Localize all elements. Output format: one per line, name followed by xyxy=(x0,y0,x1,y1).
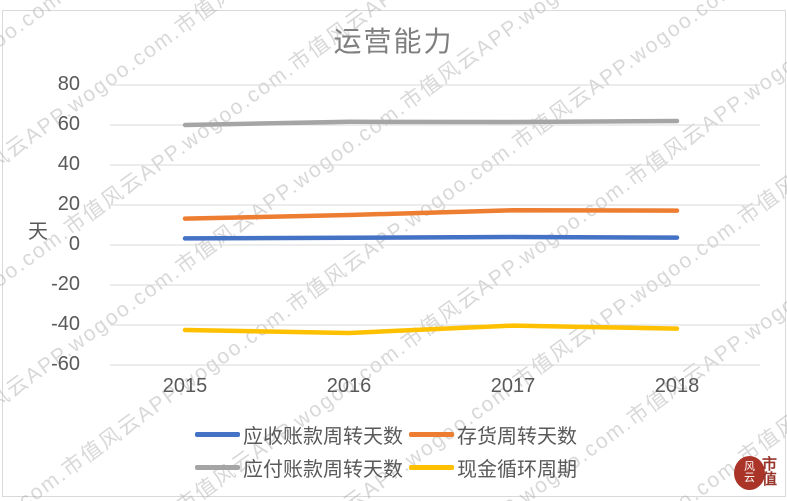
series-line-4 xyxy=(182,323,680,336)
seal-circle-icon: 风 云 xyxy=(734,456,765,490)
y-tick-label: 0 xyxy=(68,233,80,255)
legend-label: 应付账款周转天数 xyxy=(243,459,403,481)
brand-seal-logo: 风 云 市 值 xyxy=(734,456,777,490)
y-tick-label: 80 xyxy=(57,73,80,95)
legend-item: 存货周转天数 xyxy=(409,420,577,449)
legend-marker xyxy=(409,465,454,470)
legend-item: 现金循环周期 xyxy=(409,453,577,482)
seal-side-char-top: 市 xyxy=(762,457,778,473)
seal-circle-char-top: 风 xyxy=(744,461,755,473)
y-tick-label: -40 xyxy=(51,313,80,335)
legend-row: 应付账款周转天数 现金循环周期 xyxy=(195,453,577,482)
x-tick-label: 2017 xyxy=(490,375,536,397)
legend-label: 存货周转天数 xyxy=(457,426,577,448)
y-tick-label: 40 xyxy=(57,153,80,175)
legend-marker xyxy=(195,465,240,470)
chart-title: 运营能力 xyxy=(333,26,454,57)
series-line-2 xyxy=(182,207,680,221)
legend: 应收账款周转天数 存货周转天数应付账款周转天数 现金循环周期 xyxy=(0,420,772,482)
legend-item: 应收账款周转天数 xyxy=(195,420,403,449)
seal-side-text: 市 值 xyxy=(762,458,777,488)
legend-marker xyxy=(195,432,240,437)
x-tick-label: 2015 xyxy=(162,375,208,397)
x-tick-label: 2018 xyxy=(654,375,700,397)
y-tick-label: 60 xyxy=(57,113,80,135)
series-line-3 xyxy=(182,118,680,128)
y-tick-label: 20 xyxy=(57,193,80,215)
y-tick-label: -60 xyxy=(51,353,80,375)
legend-row: 应收账款周转天数 存货周转天数 xyxy=(195,420,577,449)
legend-item: 应付账款周转天数 xyxy=(195,453,403,482)
legend-label: 应收账款周转天数 xyxy=(243,426,403,448)
y-tick-label: -20 xyxy=(51,273,80,295)
x-tick-label: 2016 xyxy=(326,375,372,397)
seal-side-char-bottom: 值 xyxy=(762,472,778,488)
legend-label: 现金循环周期 xyxy=(457,459,577,481)
seal-circle-char-bottom: 云 xyxy=(744,472,755,484)
legend-marker xyxy=(409,432,454,437)
chart-frame-border xyxy=(2,10,786,497)
series-line-1 xyxy=(182,234,680,241)
y-axis-title: 天 xyxy=(28,221,48,243)
